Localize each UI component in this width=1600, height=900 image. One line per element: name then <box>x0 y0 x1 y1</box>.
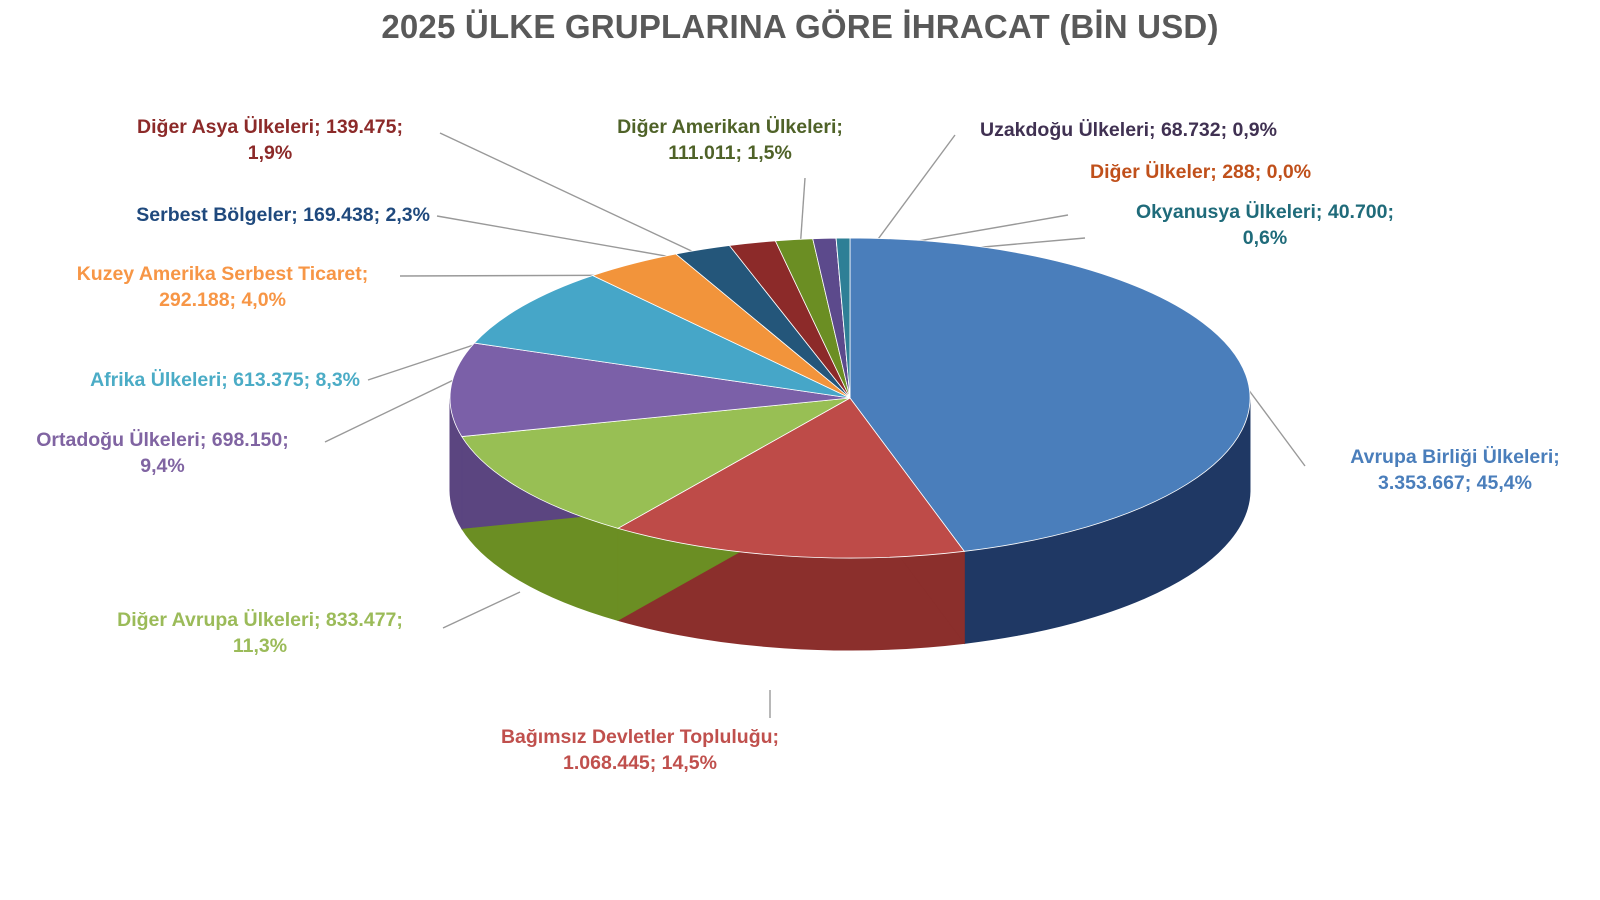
data-label-diger-asya-ulkeleri: Diğer Asya Ülkeleri; 139.475; 1,9% <box>137 116 403 164</box>
data-label-bagimsiz-devletler-toplulugu: Bağımsız Devletler Topluluğu; 1.068.445;… <box>500 726 780 774</box>
data-label-afrika-ulkeleri: Afrika Ülkeleri; 613.375; 8,3% <box>90 369 360 391</box>
data-label-diger-amerikan-ulkeleri: Diğer Amerikan Ülkeleri; 111.011; 1,5% <box>617 116 843 164</box>
data-label-okyanusya-ulkeleri: Okyanusya Ülkeleri; 40.700; 0,6% <box>1136 201 1394 249</box>
data-label-ortadogu-ulkeleri: Ortadoğu Ülkeleri; 698.150; 9,4% <box>36 429 289 477</box>
data-label-diger-avrupa-ulkeleri: Diğer Avrupa Ülkeleri; 833.477; 11,3% <box>117 609 403 657</box>
data-label-serbest-bolgeler: Serbest Bölgeler; 169.438; 2,3% <box>136 204 430 226</box>
data-label-uzakdogu-ulkeleri: Uzakdoğu Ülkeleri; 68.732; 0,9% <box>980 119 1277 141</box>
data-label-kuzey-amerika-serbest-ticaret: Kuzey Amerika Serbest Ticaret; 292.188; … <box>76 263 369 311</box>
data-label-diger-ulkeler: Diğer Ülkeler; 288; 0,0% <box>1090 161 1312 183</box>
data-label-avrupa-birligi-ulkeleri: Avrupa Birliği Ülkeleri; 3.353.667; 45,4… <box>1350 446 1560 494</box>
chart-title: 2025 ÜLKE GRUPLARINA GÖRE İHRACAT (BİN U… <box>381 8 1219 45</box>
